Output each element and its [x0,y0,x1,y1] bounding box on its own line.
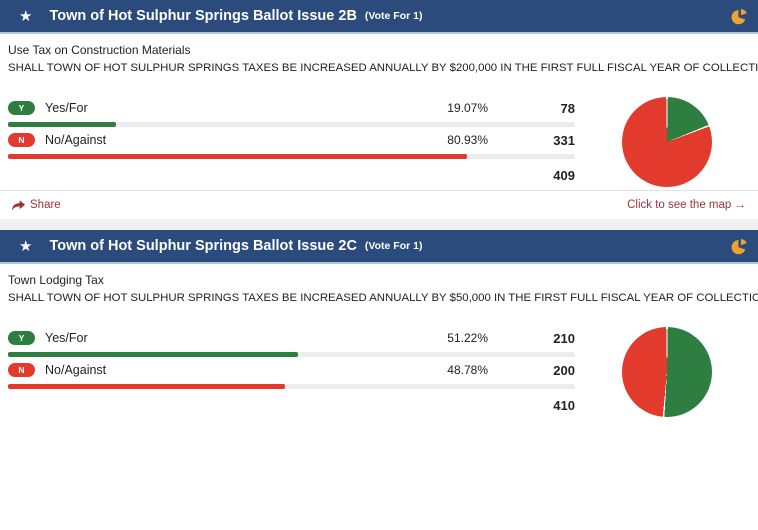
option-percent: 80.93% [447,133,488,147]
contest-title: Town of Hot Sulphur Springs Ballot Issue… [49,238,357,254]
result-bar-track [8,122,575,127]
share-icon [12,199,25,211]
results-area: Y Yes/For 19.07% 78 N No/Against 80.93% [8,95,758,187]
contest-question: SHALL TOWN OF HOT SULPHUR SPRINGS TAXES … [8,62,758,74]
see-map-link[interactable]: Click to see the map → [627,199,746,211]
option-percent: 19.07% [447,101,488,115]
result-bar-fill [8,384,285,389]
pie-chart-area [575,325,758,417]
option-row-yes: Y Yes/For 51.22% 210 [8,328,575,357]
option-row-yes: Y Yes/For 19.07% 78 [8,98,575,127]
contest-question: SHALL TOWN OF HOT SULPHUR SPRINGS TAXES … [8,292,758,304]
results-area: Y Yes/For 51.22% 210 N No/Against 48.78% [8,325,758,417]
option-label: Yes/For [45,331,88,345]
pie-chart-toggle-icon[interactable] [731,238,748,255]
contest-card-2b: ★ Town of Hot Sulphur Springs Ballot Iss… [0,0,758,219]
results-rows: Y Yes/For 51.22% 210 N No/Against 48.78% [8,325,575,413]
star-icon: ★ [19,7,33,25]
option-percent: 51.22% [447,331,488,345]
option-label: No/Against [45,133,107,147]
contest-subtitle: Use Tax on Construction Materials [8,43,191,57]
results-rows: Y Yes/For 19.07% 78 N No/Against 80.93% [8,95,575,183]
share-button[interactable]: Share [12,199,61,211]
contest-header: ★ Town of Hot Sulphur Springs Ballot Iss… [0,230,758,264]
pie-chart-area [575,95,758,187]
yes-badge: Y [8,331,35,345]
share-label: Share [30,199,61,211]
contest-footer: Share Click to see the map → [0,190,758,219]
option-label: No/Against [45,363,107,377]
results-pie-chart [621,97,712,187]
total-votes: 410 [553,398,575,413]
vote-for-label: (Vote For 1) [364,240,423,252]
contest-subtitle: Town Lodging Tax [8,273,104,287]
star-icon: ★ [19,237,33,255]
contest-header: ★ Town of Hot Sulphur Springs Ballot Iss… [0,0,758,34]
result-bar-fill [8,154,467,159]
option-votes: 78 [560,100,575,116]
contest-title: Town of Hot Sulphur Springs Ballot Issue… [49,8,357,24]
result-bar-fill [8,352,299,357]
pie-chart-toggle-icon[interactable] [731,8,748,25]
results-pie-chart [621,327,712,417]
contest-body: Town Lodging Tax SHALL TOWN OF HOT SULPH… [0,264,758,530]
result-bar-track [8,154,575,159]
result-bar-fill [8,122,117,127]
contest-body: Use Tax on Construction Materials SHALL … [0,34,758,190]
result-bar-track [8,352,575,357]
vote-for-label: (Vote For 1) [364,10,423,22]
contest-card-2c: ★ Town of Hot Sulphur Springs Ballot Iss… [0,230,758,530]
result-bar-track [8,384,575,389]
yes-badge: Y [8,101,35,115]
option-votes: 210 [553,330,575,346]
option-votes: 331 [553,132,575,148]
option-label: Yes/For [45,101,88,115]
option-votes: 200 [553,362,575,378]
option-row-no: N No/Against 48.78% 200 [8,360,575,389]
no-badge: N [8,363,35,377]
no-badge: N [8,133,35,147]
option-percent: 48.78% [447,363,488,377]
option-row-no: N No/Against 80.93% 331 [8,130,575,159]
total-votes: 409 [553,168,575,183]
